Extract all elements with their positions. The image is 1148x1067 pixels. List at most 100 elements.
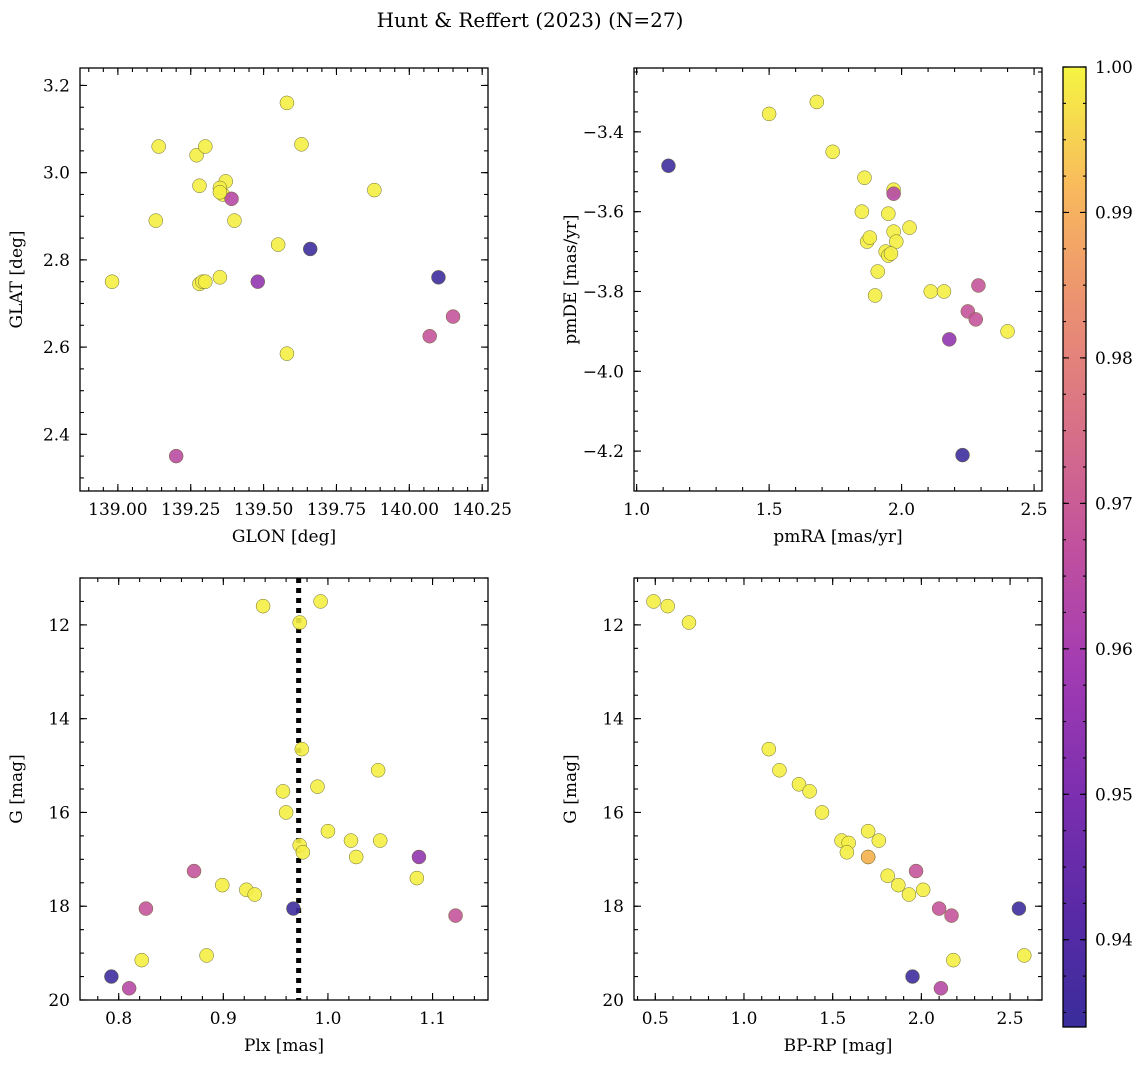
data-point <box>148 213 164 228</box>
y-tick-label: −3.4 <box>583 123 624 143</box>
data-point <box>104 274 120 289</box>
data-point <box>255 598 271 614</box>
data-point <box>121 981 137 996</box>
x-axis-label: BP-RP [mag] <box>784 1036 893 1056</box>
data-point <box>250 274 266 289</box>
x-tick-label: 2.0 <box>888 500 915 520</box>
x-tick-label: 139.75 <box>307 500 366 520</box>
data-point <box>870 264 885 279</box>
data-point <box>286 901 301 916</box>
x-tick-label: 1.0 <box>314 1009 341 1029</box>
data-point <box>901 887 917 902</box>
panel-bprp-g: 0.5 1.0 1.5 2.0 2.5 12 14 16 18 20 BP-RP [mag] G [m… <box>561 577 1043 1056</box>
data-point <box>931 901 947 916</box>
data-point <box>279 95 295 111</box>
y-tick-label: −4.2 <box>583 442 624 462</box>
data-point <box>278 805 294 820</box>
data-point <box>946 952 961 968</box>
x-tick-label: 0.8 <box>105 1009 132 1029</box>
data-point <box>933 981 949 996</box>
figure-title: Hunt & Reffert (2023) (N=27) <box>377 8 684 32</box>
data-point <box>320 823 336 839</box>
x-tick-label: 139.00 <box>88 500 147 520</box>
data-point <box>839 845 855 860</box>
x-tick-label: 2.0 <box>908 1009 935 1029</box>
y-tick-label: 18 <box>48 897 70 917</box>
data-point <box>660 598 675 614</box>
colorbar-tick-label: 0.98 <box>1095 349 1133 369</box>
y-tick-label: 16 <box>48 803 70 823</box>
x-tick-label: 140.00 <box>380 500 439 520</box>
data-point <box>372 833 388 848</box>
data-point <box>1000 324 1015 339</box>
data-point <box>923 284 938 299</box>
colorbar-tick-label: 0.99 <box>1095 203 1133 223</box>
axes-frame <box>79 67 489 492</box>
y-tick-label: 12 <box>602 616 624 636</box>
data-point <box>409 870 425 886</box>
data-point <box>343 833 359 848</box>
y-tick-label: 12 <box>48 616 70 636</box>
data-point <box>247 887 262 902</box>
panel-glon-glat: 139.00 139.25 139.50 139.75 140.00 140.25 2.4 2… <box>7 67 512 547</box>
data-point <box>212 270 228 285</box>
x-tick-label: 140.25 <box>452 500 511 520</box>
y-tick-label: 3.0 <box>43 164 70 184</box>
data-point <box>942 332 957 347</box>
data-point <box>295 845 311 860</box>
panel-pmra-pmde: 1.0 1.5 2.0 2.5 −4.2 −4.0 −3.8 −3.6 −3.4 pmRA [ma… <box>561 67 1048 547</box>
x-axis-label: Plx [mas] <box>244 1036 324 1056</box>
x-axis-label: GLON [deg] <box>232 527 336 547</box>
data-point <box>212 185 228 200</box>
axes-frame <box>633 67 1043 492</box>
y-tick-label: 18 <box>602 897 624 917</box>
data-point <box>854 204 870 219</box>
data-point <box>761 741 777 757</box>
data-point <box>198 139 213 154</box>
y-tick-label: 3.2 <box>43 76 70 96</box>
x-tick-label: 2.5 <box>997 1009 1024 1029</box>
y-tick-label: 20 <box>602 991 624 1011</box>
data-point <box>860 849 876 865</box>
data-point <box>370 762 386 778</box>
data-point <box>224 191 239 207</box>
data-point <box>411 849 427 865</box>
y-tick-label: 14 <box>602 710 624 730</box>
data-point <box>189 147 204 163</box>
data-point <box>681 615 697 630</box>
panel-plx-g: 0.8 0.9 1.0 1.1 12 14 16 18 20 Plx [mas] G [mag] <box>7 577 489 1056</box>
colorbar-tick-label: 0.95 <box>1095 785 1133 805</box>
colorbar-tick-label: 0.94 <box>1095 931 1133 951</box>
x-tick-label: 0.9 <box>210 1009 237 1029</box>
data-point <box>889 234 904 249</box>
y-axis-label: GLAT [deg] <box>7 230 27 328</box>
data-point <box>294 741 310 757</box>
x-tick-label: 1.0 <box>623 500 650 520</box>
data-point <box>302 241 318 257</box>
y-axis-label: G [mag] <box>7 754 27 823</box>
data-point <box>761 106 777 122</box>
data-point <box>151 139 166 154</box>
colorbar-tick-label: 1.00 <box>1095 58 1133 78</box>
data-point <box>772 762 787 778</box>
colorbar-tick-label: 0.96 <box>1095 640 1133 660</box>
y-tick-label: 2.4 <box>43 425 70 445</box>
data-point <box>802 784 817 799</box>
data-point <box>138 901 154 916</box>
data-point <box>348 849 364 865</box>
y-tick-label: 14 <box>48 710 70 730</box>
data-point <box>1017 948 1032 963</box>
data-point <box>279 346 295 361</box>
colorbar: 0.94 0.95 0.96 0.97 0.98 0.99 1.00 <box>1062 58 1133 1028</box>
y-tick-label: −3.8 <box>583 282 624 302</box>
data-point <box>881 206 896 221</box>
y-tick-label: 2.6 <box>43 338 70 358</box>
x-tick-label: 139.50 <box>234 500 293 520</box>
y-tick-label: 16 <box>602 803 624 823</box>
y-tick-label: −4.0 <box>583 362 624 382</box>
data-point <box>192 178 207 193</box>
data-point <box>955 447 970 463</box>
data-point <box>857 170 872 185</box>
x-tick-label: 139.25 <box>161 500 220 520</box>
x-axis-label: pmRA [mas/yr] <box>773 527 902 547</box>
